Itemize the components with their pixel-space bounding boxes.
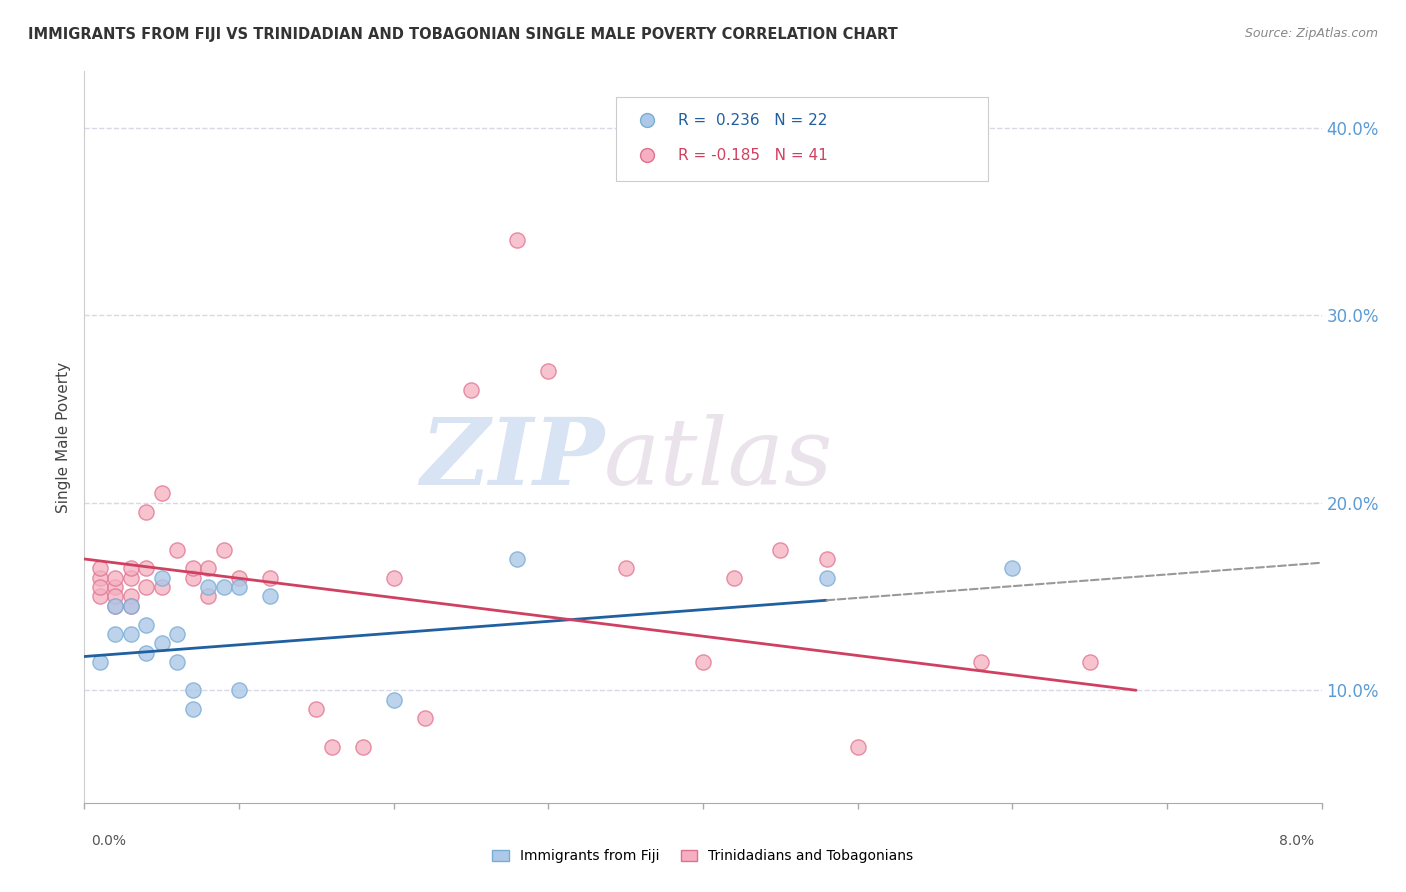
Point <box>815 571 838 585</box>
Point <box>166 655 188 669</box>
Point <box>135 505 157 519</box>
Point <box>181 571 204 585</box>
Point <box>150 486 173 500</box>
Point <box>382 571 405 585</box>
Legend: Immigrants from Fiji, Trinidadians and Tobagonians: Immigrants from Fiji, Trinidadians and T… <box>486 844 920 869</box>
Point <box>970 655 993 669</box>
Point <box>181 683 204 698</box>
Point <box>150 571 173 585</box>
Point <box>228 683 250 698</box>
Text: Source: ZipAtlas.com: Source: ZipAtlas.com <box>1244 27 1378 40</box>
Point <box>150 580 173 594</box>
Point <box>120 590 142 604</box>
Text: IMMIGRANTS FROM FIJI VS TRINIDADIAN AND TOBAGONIAN SINGLE MALE POVERTY CORRELATI: IMMIGRANTS FROM FIJI VS TRINIDADIAN AND … <box>28 27 898 42</box>
Point <box>104 599 127 613</box>
Point <box>197 590 219 604</box>
FancyBboxPatch shape <box>616 97 987 181</box>
Point <box>120 571 142 585</box>
Point <box>104 580 127 594</box>
Text: 8.0%: 8.0% <box>1279 834 1315 848</box>
Point <box>228 571 250 585</box>
Point <box>104 627 127 641</box>
Point <box>135 580 157 594</box>
Point <box>166 627 188 641</box>
Point <box>89 655 111 669</box>
Point <box>692 655 714 669</box>
Point <box>228 580 250 594</box>
Point <box>413 711 436 725</box>
Point <box>506 552 529 566</box>
Point <box>197 580 219 594</box>
Y-axis label: Single Male Poverty: Single Male Poverty <box>56 361 72 513</box>
Point <box>321 739 343 754</box>
Text: ZIP: ZIP <box>420 414 605 504</box>
Point <box>135 646 157 660</box>
Point <box>120 561 142 575</box>
Point <box>460 383 482 397</box>
Point <box>614 561 637 575</box>
Point <box>104 571 127 585</box>
Point <box>506 233 529 247</box>
Point <box>1001 561 1024 575</box>
Point <box>259 571 281 585</box>
Point <box>120 627 142 641</box>
Point <box>89 590 111 604</box>
Point <box>104 590 127 604</box>
Point <box>382 692 405 706</box>
Point <box>723 571 745 585</box>
Point <box>166 542 188 557</box>
Point <box>1078 655 1101 669</box>
Point <box>212 580 235 594</box>
Point <box>120 599 142 613</box>
Point <box>537 364 560 378</box>
Text: atlas: atlas <box>605 414 834 504</box>
Point <box>181 702 204 716</box>
Point <box>89 561 111 575</box>
Text: R = -0.185   N = 41: R = -0.185 N = 41 <box>678 148 828 163</box>
Point <box>104 599 127 613</box>
Point <box>135 617 157 632</box>
Point <box>769 542 792 557</box>
Point <box>120 599 142 613</box>
Text: R =  0.236   N = 22: R = 0.236 N = 22 <box>678 113 828 128</box>
Point <box>352 739 374 754</box>
Point <box>815 552 838 566</box>
Point <box>259 590 281 604</box>
Point <box>181 561 204 575</box>
Point <box>305 702 328 716</box>
Point <box>135 561 157 575</box>
Point <box>89 580 111 594</box>
Point <box>212 542 235 557</box>
Point <box>89 571 111 585</box>
Text: 0.0%: 0.0% <box>91 834 127 848</box>
Point <box>846 739 869 754</box>
Point <box>150 636 173 650</box>
Point <box>197 561 219 575</box>
